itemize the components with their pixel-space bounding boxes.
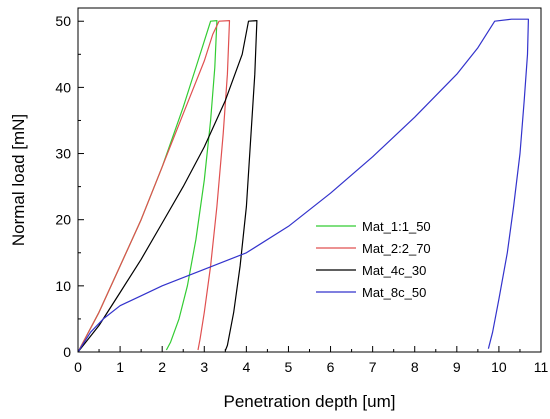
y-tick-label: 20	[55, 212, 71, 228]
legend-label: Mat_2:2_70	[362, 241, 431, 256]
plot-frame	[77, 7, 542, 353]
x-tick-label: 4	[242, 359, 250, 375]
legend-label: Mat_4c_30	[362, 263, 426, 278]
x-tick-label: 0	[74, 359, 82, 375]
series-line-mat-4c-30	[77, 20, 258, 353]
x-tick-label: 1	[116, 359, 124, 375]
x-tick-label: 10	[491, 359, 507, 375]
series-line-mat-8c-50	[77, 18, 529, 353]
x-tick-label: 9	[453, 359, 461, 375]
legend: Mat_1:1_50 Mat_2:2_70 Mat_4c_30 Mat_8c_50	[316, 219, 431, 300]
x-tick-label: 11	[534, 359, 549, 375]
y-tick-label: 10	[55, 278, 71, 294]
legend-label: Mat_1:1_50	[362, 219, 431, 234]
x-axis-ticks: 0 1 2 3 4 5 6 7 8 9 10 11	[74, 346, 548, 375]
y-tick-label: 30	[55, 146, 71, 162]
x-tick-label: 8	[411, 359, 419, 375]
plot-area	[77, 7, 542, 353]
x-tick-label: 3	[200, 359, 208, 375]
x-axis-label: Penetration depth [um]	[223, 392, 395, 411]
x-tick-label: 7	[369, 359, 377, 375]
legend-label: Mat_8c_50	[362, 285, 426, 300]
x-tick-label: 6	[327, 359, 335, 375]
series-line-mat-2-2-70	[77, 20, 231, 353]
y-tick-label: 0	[63, 344, 71, 360]
y-axis-ticks: 0 10 20 30 40 50	[55, 13, 84, 360]
series-curves	[77, 18, 529, 353]
x-tick-label: 5	[285, 359, 293, 375]
y-tick-label: 50	[55, 13, 71, 29]
y-axis-label: Normal load [mN]	[9, 114, 28, 246]
y-tick-label: 40	[55, 79, 71, 95]
x-tick-label: 2	[158, 359, 166, 375]
